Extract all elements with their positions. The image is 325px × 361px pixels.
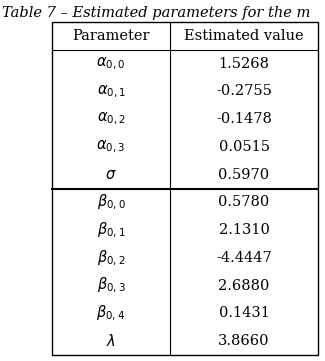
Text: 2.1310: 2.1310 <box>218 223 269 237</box>
Text: Estimated value: Estimated value <box>184 29 304 43</box>
Text: 0.5970: 0.5970 <box>218 168 269 182</box>
Text: 0.5780: 0.5780 <box>218 195 270 209</box>
Text: 3.8660: 3.8660 <box>218 334 270 348</box>
Text: Parameter: Parameter <box>72 29 150 43</box>
Text: $\beta_{0,4}$: $\beta_{0,4}$ <box>97 304 125 323</box>
Text: 2.6880: 2.6880 <box>218 279 270 293</box>
Text: $\beta_{0,1}$: $\beta_{0,1}$ <box>97 221 125 240</box>
Text: $\alpha_{0,2}$: $\alpha_{0,2}$ <box>97 111 125 127</box>
Text: $\beta_{0,2}$: $\beta_{0,2}$ <box>97 248 125 268</box>
Text: -0.1478: -0.1478 <box>216 112 272 126</box>
Text: 0.0515: 0.0515 <box>218 140 269 154</box>
Text: -0.2755: -0.2755 <box>216 84 272 99</box>
Text: $\lambda$: $\lambda$ <box>106 333 116 349</box>
Text: Table 7 – Estimated parameters for the m: Table 7 – Estimated parameters for the m <box>2 6 310 20</box>
Text: $\beta_{0,3}$: $\beta_{0,3}$ <box>97 276 125 295</box>
Text: $\alpha_{0,0}$: $\alpha_{0,0}$ <box>97 56 125 72</box>
Text: $\beta_{0,0}$: $\beta_{0,0}$ <box>97 193 125 212</box>
Bar <box>52 22 318 355</box>
Text: $\sigma$: $\sigma$ <box>105 167 117 182</box>
Text: -4.4447: -4.4447 <box>216 251 272 265</box>
Text: $\alpha_{0,1}$: $\alpha_{0,1}$ <box>97 83 125 100</box>
Text: $\alpha_{0,3}$: $\alpha_{0,3}$ <box>97 139 125 155</box>
Text: 1.5268: 1.5268 <box>218 57 269 71</box>
Text: 0.1431: 0.1431 <box>218 306 269 320</box>
